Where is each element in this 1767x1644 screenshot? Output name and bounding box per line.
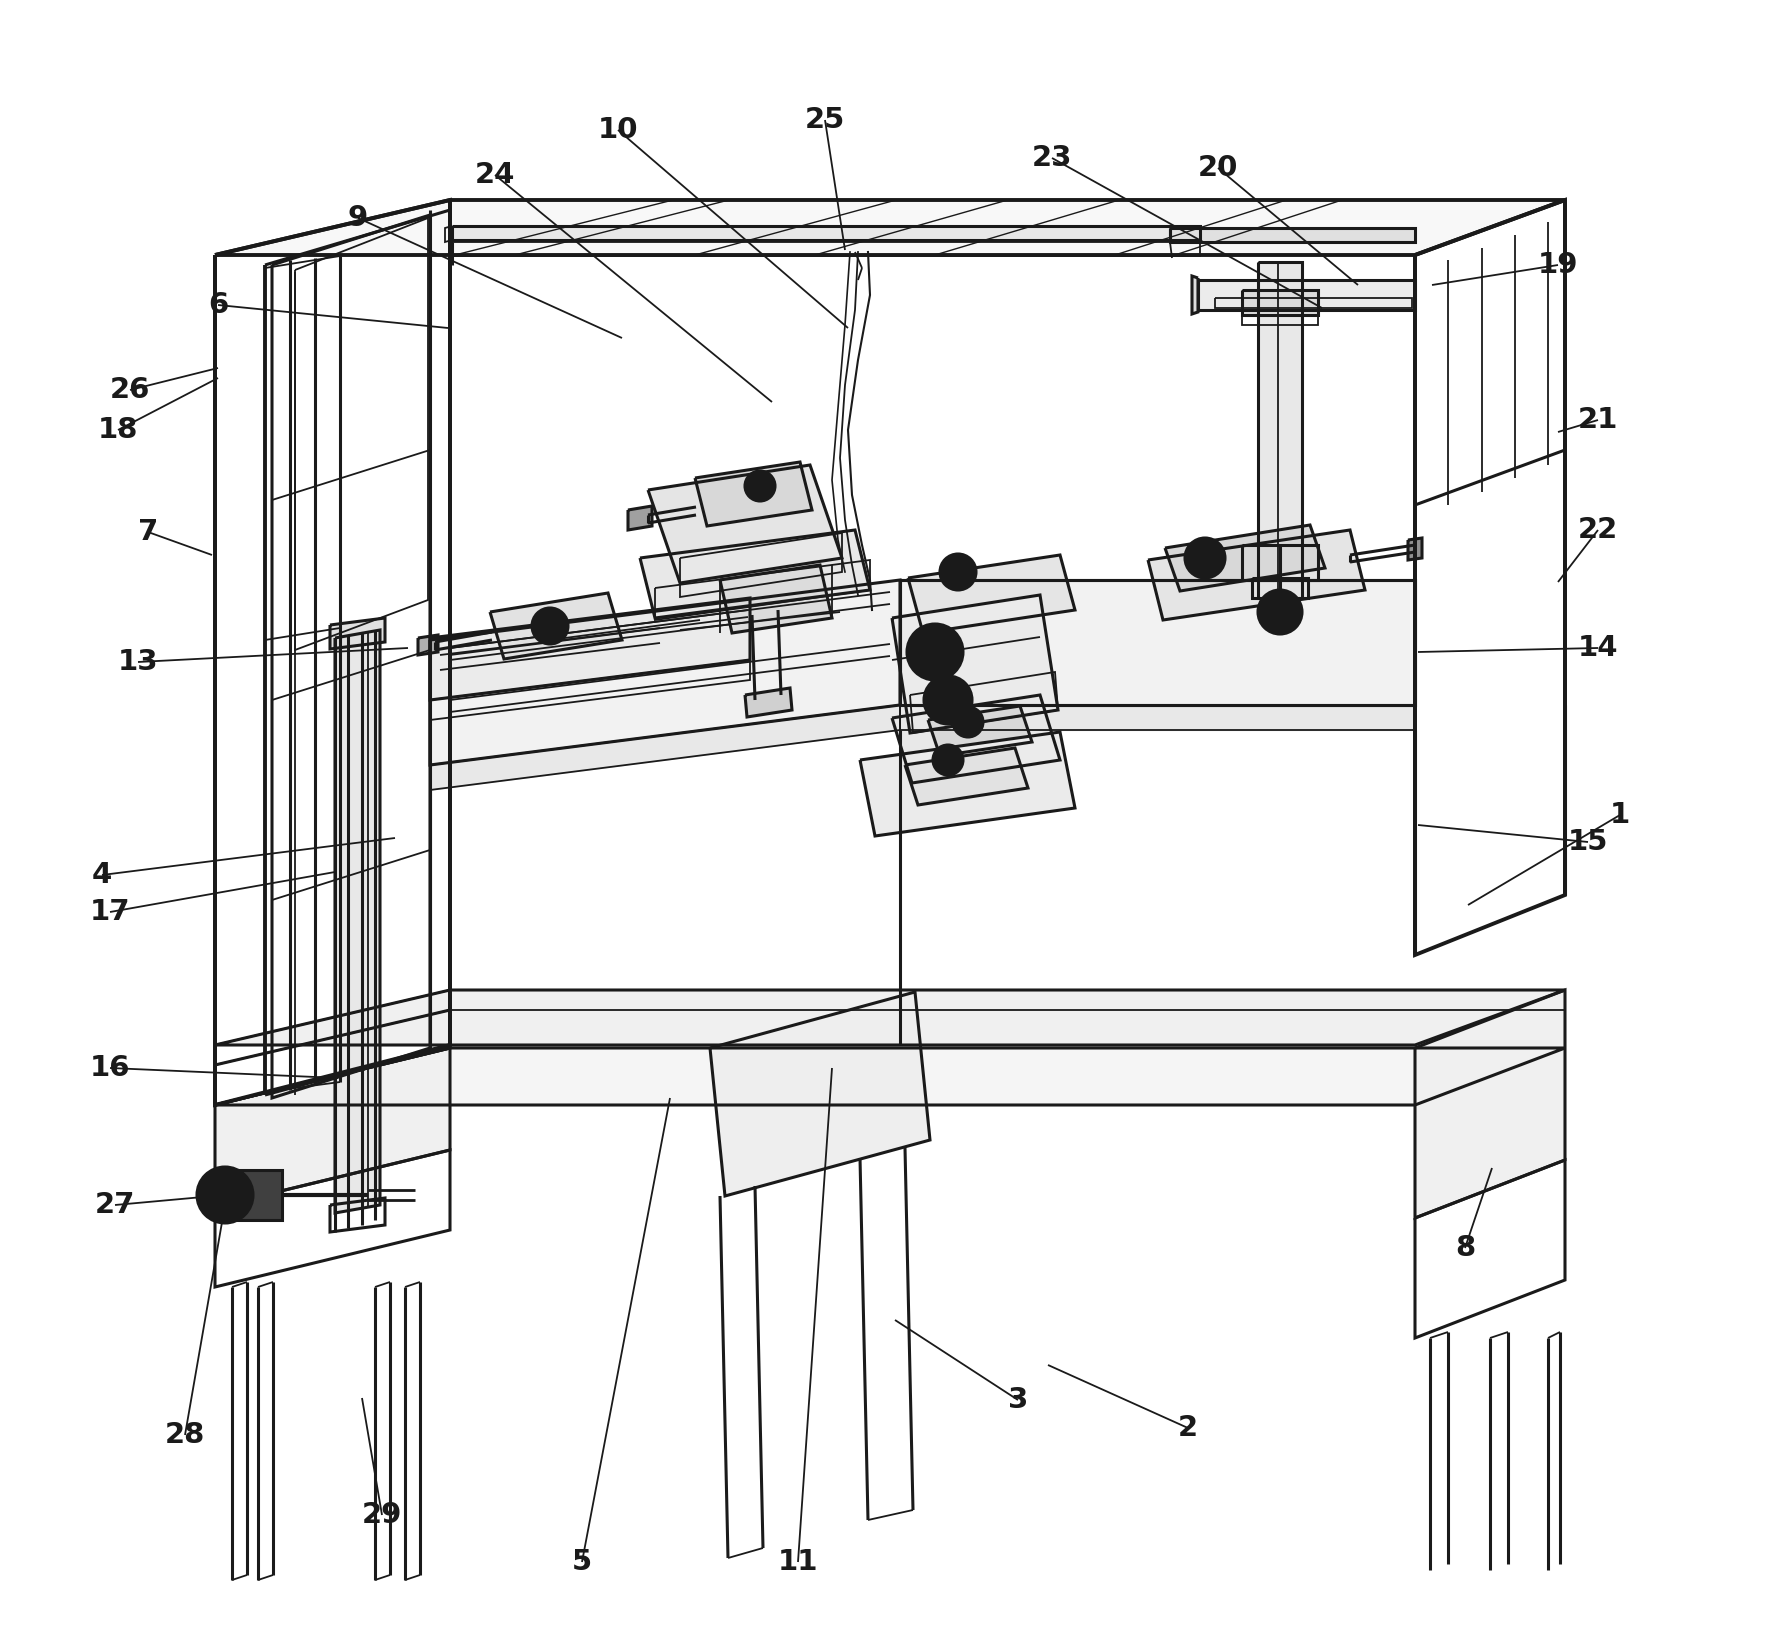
Polygon shape [905,748,1028,806]
Polygon shape [746,687,792,717]
Polygon shape [710,991,929,1195]
Text: 24: 24 [475,161,516,189]
Polygon shape [1415,201,1566,955]
Polygon shape [892,595,1058,733]
Polygon shape [648,465,843,584]
Text: 9: 9 [348,204,368,232]
Polygon shape [1198,279,1415,311]
Polygon shape [489,593,622,659]
Text: 13: 13 [118,648,159,676]
Circle shape [207,1177,244,1213]
Text: 1: 1 [1610,801,1631,829]
Text: 14: 14 [1578,635,1619,663]
Polygon shape [429,598,749,700]
Circle shape [196,1167,253,1223]
Polygon shape [928,705,1032,756]
Polygon shape [216,990,1566,1046]
Polygon shape [429,580,899,764]
Text: 2: 2 [1179,1414,1198,1442]
Circle shape [753,478,769,493]
Polygon shape [330,618,385,649]
Polygon shape [216,1047,1566,1105]
Polygon shape [419,635,438,654]
Polygon shape [429,705,899,791]
Text: 8: 8 [1454,1235,1475,1263]
Circle shape [1186,538,1225,579]
Polygon shape [719,566,832,633]
Polygon shape [1193,276,1198,314]
Polygon shape [892,695,1060,783]
Text: 17: 17 [90,898,131,926]
Polygon shape [224,1171,283,1220]
Circle shape [1270,602,1290,621]
Polygon shape [1170,229,1415,242]
Polygon shape [899,705,1415,730]
Polygon shape [1164,524,1325,590]
Circle shape [940,554,975,590]
Text: 18: 18 [97,416,138,444]
Circle shape [1194,547,1216,569]
Text: 25: 25 [806,105,845,135]
Circle shape [933,686,963,715]
Text: 19: 19 [1537,252,1578,279]
Polygon shape [640,529,869,618]
Polygon shape [1258,261,1302,598]
Text: 28: 28 [164,1420,205,1448]
Polygon shape [908,556,1074,633]
Polygon shape [861,732,1074,837]
Circle shape [217,1187,233,1203]
Text: 7: 7 [138,518,159,546]
Text: 10: 10 [597,117,638,145]
Text: 21: 21 [1578,406,1619,434]
Circle shape [952,707,982,737]
Text: 15: 15 [1567,829,1608,857]
Circle shape [928,644,944,659]
Circle shape [933,745,963,774]
Polygon shape [216,1047,451,1207]
Text: 27: 27 [95,1190,136,1218]
Polygon shape [899,580,1415,705]
Text: 22: 22 [1578,516,1619,544]
Circle shape [746,470,776,501]
Circle shape [959,713,975,730]
Text: 11: 11 [777,1549,818,1577]
Polygon shape [1253,579,1308,598]
Text: 26: 26 [110,376,150,404]
Circle shape [924,676,972,723]
Polygon shape [216,201,1566,255]
Polygon shape [1242,289,1318,316]
Text: 5: 5 [573,1549,592,1577]
Text: 23: 23 [1032,145,1073,173]
Circle shape [906,625,963,681]
Polygon shape [336,630,380,1213]
Text: 29: 29 [362,1501,403,1529]
Circle shape [541,616,560,636]
Polygon shape [899,580,1415,705]
Polygon shape [452,225,1200,240]
Polygon shape [680,533,843,597]
Polygon shape [216,201,451,1105]
Circle shape [532,608,567,644]
Polygon shape [1242,546,1318,580]
Polygon shape [1415,990,1566,1218]
Polygon shape [1408,538,1422,561]
Circle shape [917,635,952,671]
Circle shape [1258,590,1302,635]
Polygon shape [1149,529,1364,620]
Text: 6: 6 [209,291,228,319]
Text: 4: 4 [92,861,111,889]
Polygon shape [627,506,652,529]
Polygon shape [694,462,813,526]
Text: 3: 3 [1007,1386,1028,1414]
Text: 16: 16 [90,1054,131,1082]
Circle shape [949,562,968,582]
Text: 20: 20 [1198,155,1239,182]
